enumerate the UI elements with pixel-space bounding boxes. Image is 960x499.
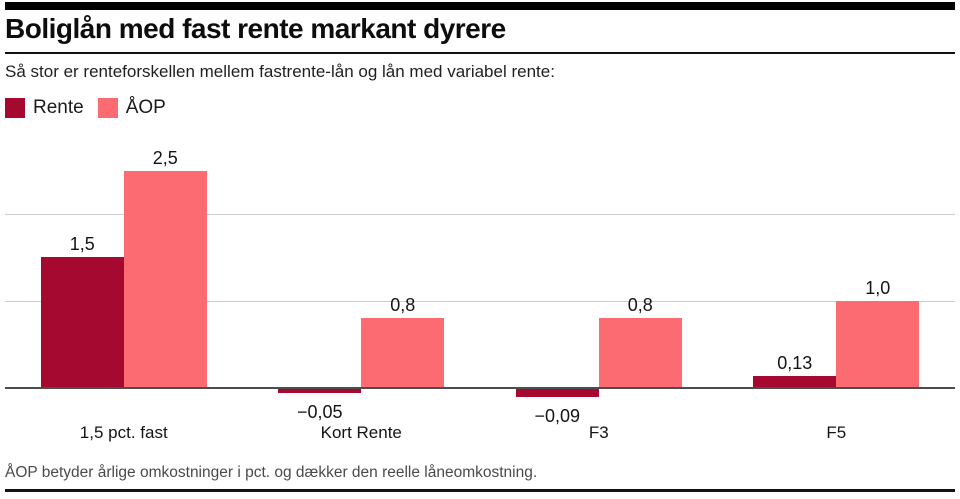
rente-color-swatch <box>5 98 25 118</box>
x-axis-label: F3 <box>588 423 609 442</box>
chart-title: Boliglån med fast rente markant dyrere <box>5 13 506 44</box>
bar-value-label: 1,0 <box>865 277 891 298</box>
x-axis-line <box>5 387 955 389</box>
bar-value-label: 0,8 <box>390 294 416 315</box>
bar-rente-3 <box>515 387 599 397</box>
bar-rente-4 <box>753 375 837 387</box>
legend-item-rente: Rente <box>5 97 84 119</box>
gridline <box>5 214 955 215</box>
x-axis-label: Kort Rente <box>320 423 402 442</box>
bar-value-label: 2,5 <box>152 147 178 168</box>
bar-åop-4 <box>836 300 920 387</box>
bar-åop-3 <box>598 317 682 387</box>
x-axis-label: F5 <box>826 423 847 442</box>
bar-value-label: −0,09 <box>534 405 581 426</box>
legend-label-aop: ÅOP <box>125 97 166 118</box>
gridline <box>5 300 955 302</box>
bottom-divider <box>5 489 955 492</box>
bar-value-label: 1,5 <box>69 234 95 255</box>
legend-label-rente: Rente <box>33 97 84 118</box>
plot-area: 1,5 2,5 1,5 pct. fast −0,05 0,8 Kort Rente −0,… <box>5 130 955 442</box>
chart-subtitle: Så stor er renteforskellen mellem fastre… <box>5 62 555 81</box>
bar-value-label: 0,13 <box>777 352 813 373</box>
bar-value-label: 0,8 <box>627 294 653 315</box>
legend: Rente ÅOP <box>5 97 166 119</box>
title-divider <box>5 52 955 54</box>
bar-åop-2 <box>361 317 445 387</box>
bar-rente-1 <box>40 257 124 387</box>
legend-item-aop: ÅOP <box>97 97 166 119</box>
bar-rente-2 <box>278 387 362 394</box>
top-accent-bar <box>5 2 955 10</box>
bar-åop-1 <box>123 170 207 387</box>
footnote: ÅOP betyder årlige omkostninger i pct. o… <box>5 464 538 481</box>
aop-color-swatch <box>97 98 118 118</box>
x-axis-label: 1,5 pct. fast <box>79 423 168 442</box>
bar-value-label: −0,05 <box>296 402 343 423</box>
